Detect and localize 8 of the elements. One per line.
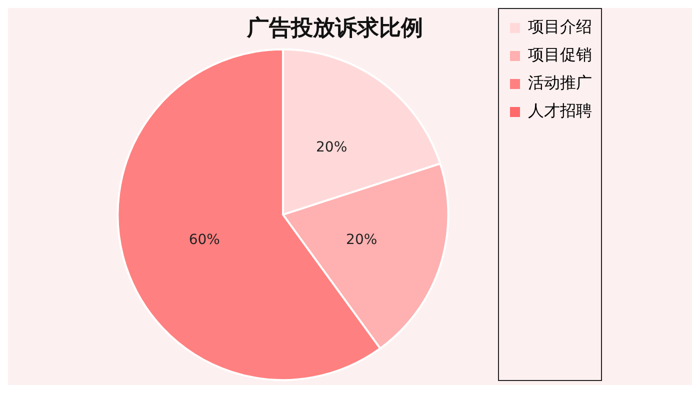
chart-title: 广告投放诉求比例 [246,14,423,41]
data-label: 60% [188,232,220,248]
data-label: 20% [316,139,348,156]
legend-label: 活动推广 [528,73,592,92]
data-label: 20% [346,232,378,248]
legend-label: 项目介绍 [528,17,592,36]
legend-label: 项目促销 [528,45,592,64]
legend-label: 人才招聘 [528,101,592,120]
